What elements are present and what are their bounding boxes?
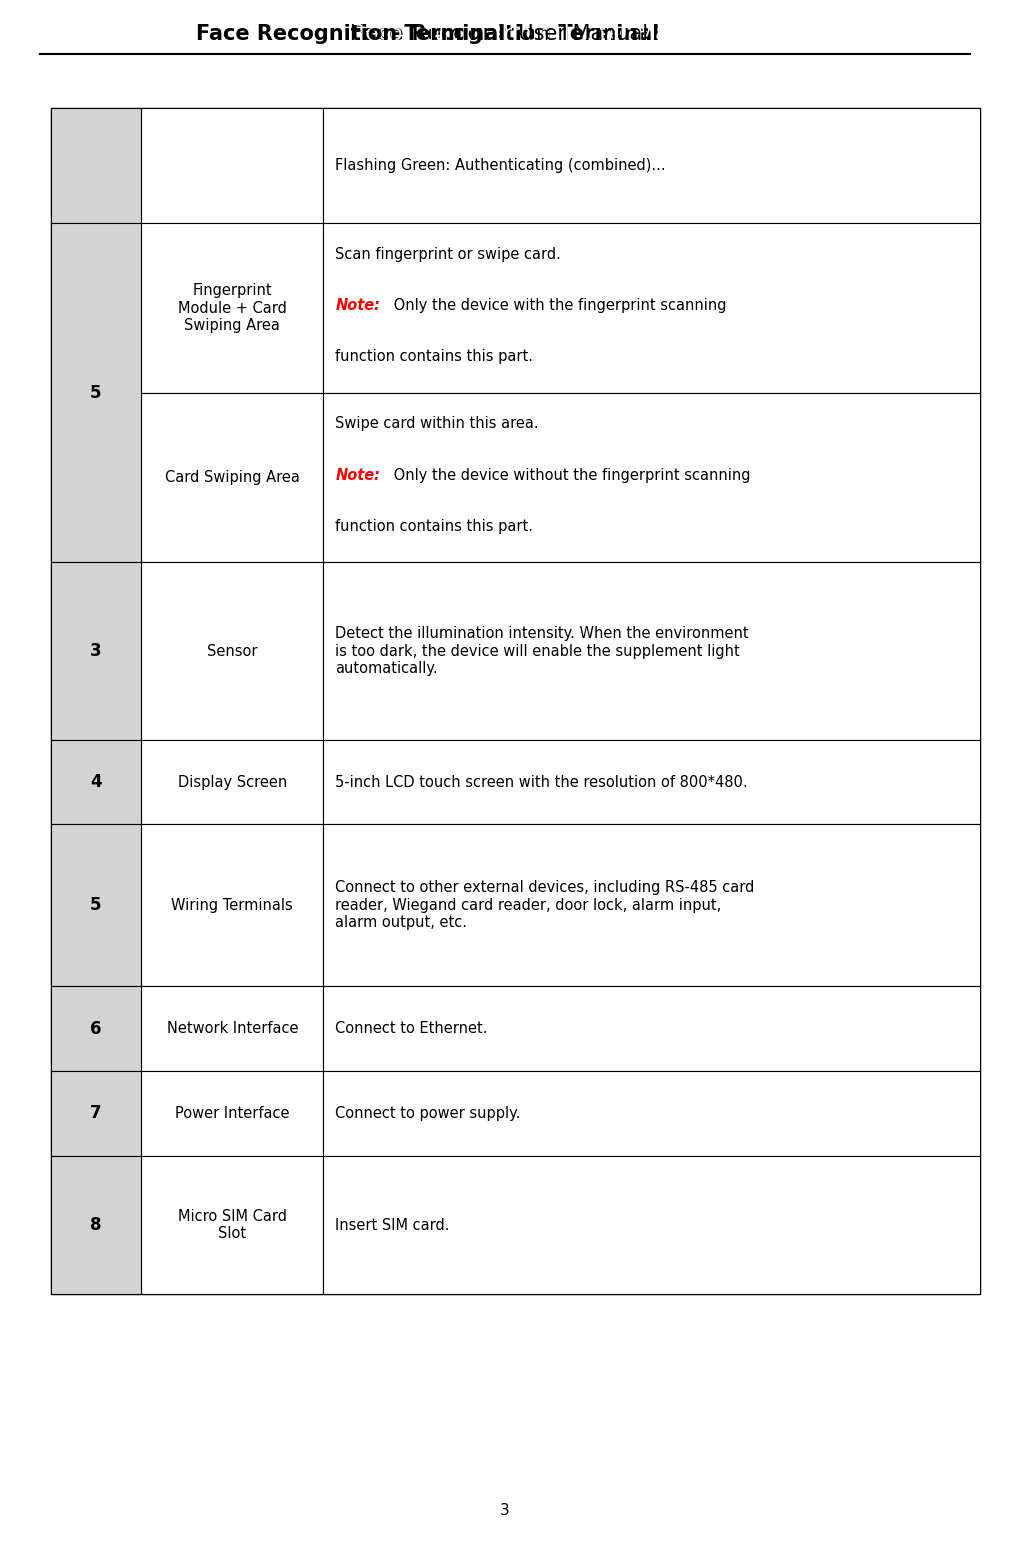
Text: 3: 3 [90, 643, 102, 660]
FancyBboxPatch shape [323, 393, 980, 562]
FancyBboxPatch shape [141, 740, 323, 824]
FancyBboxPatch shape [323, 562, 980, 740]
Text: 6: 6 [90, 1020, 102, 1037]
FancyBboxPatch shape [323, 223, 980, 393]
Text: Only the device with the fingerprint scanning: Only the device with the fingerprint sca… [389, 297, 726, 313]
Text: Micro SIM Card
Slot: Micro SIM Card Slot [178, 1208, 287, 1242]
FancyBboxPatch shape [323, 1071, 980, 1156]
FancyBboxPatch shape [50, 824, 141, 986]
FancyBboxPatch shape [141, 1156, 323, 1294]
FancyBboxPatch shape [141, 393, 323, 562]
Text: Network Interface: Network Interface [167, 1022, 298, 1036]
Text: Power Interface: Power Interface [175, 1106, 290, 1120]
Text: Note:: Note: [335, 467, 381, 482]
FancyBboxPatch shape [141, 1071, 323, 1156]
Text: Face Recognition Terminal: Face Recognition Terminal [350, 25, 660, 43]
FancyBboxPatch shape [141, 108, 323, 223]
Text: Insert SIM card.: Insert SIM card. [335, 1217, 449, 1233]
Text: Note:: Note: [335, 297, 381, 313]
Text: 3: 3 [500, 1502, 510, 1518]
FancyBboxPatch shape [323, 740, 980, 824]
FancyBboxPatch shape [50, 1071, 141, 1156]
Text: Only the device without the fingerprint scanning: Only the device without the fingerprint … [389, 467, 750, 482]
FancyBboxPatch shape [141, 986, 323, 1071]
FancyBboxPatch shape [50, 108, 141, 223]
Text: Connect to Ethernet.: Connect to Ethernet. [335, 1022, 488, 1036]
FancyBboxPatch shape [323, 1156, 980, 1294]
FancyBboxPatch shape [323, 108, 980, 223]
Text: 5-inch LCD touch screen with the resolution of 800*480.: 5-inch LCD touch screen with the resolut… [335, 775, 748, 789]
Text: 4: 4 [90, 774, 102, 791]
FancyBboxPatch shape [50, 1156, 141, 1294]
Text: Connect to other external devices, including RS-485 card
reader, Wiegand card re: Connect to other external devices, inclu… [335, 880, 754, 931]
Text: Scan fingerprint or swipe card.: Scan fingerprint or swipe card. [335, 247, 562, 262]
Text: function contains this part.: function contains this part. [335, 350, 533, 365]
Text: 5: 5 [90, 897, 102, 914]
FancyBboxPatch shape [50, 740, 141, 824]
Text: Card Swiping Area: Card Swiping Area [165, 470, 300, 485]
Text: Face Recognition Terminal: Face Recognition Terminal [196, 25, 505, 43]
Text: Display Screen: Display Screen [178, 775, 287, 789]
Text: Wiring Terminals: Wiring Terminals [172, 898, 293, 912]
FancyBboxPatch shape [50, 108, 980, 1294]
Text: Sensor: Sensor [207, 644, 258, 658]
FancyBboxPatch shape [141, 824, 323, 986]
Text: Detect the illumination intensity. When the environment
is too dark, the device : Detect the illumination intensity. When … [335, 626, 749, 676]
Text: Swipe card within this area.: Swipe card within this area. [335, 416, 539, 431]
Text: 7: 7 [90, 1105, 102, 1122]
Text: Fingerprint
Module + Card
Swiping Area: Fingerprint Module + Card Swiping Area [178, 284, 287, 333]
Text: 8: 8 [90, 1216, 102, 1234]
FancyBboxPatch shape [141, 223, 323, 393]
FancyBboxPatch shape [323, 986, 980, 1071]
Text: Face Recognition Terminal  User Manual: Face Recognition Terminal User Manual [298, 25, 712, 43]
FancyBboxPatch shape [50, 223, 141, 562]
Text: User Manual: User Manual [505, 25, 648, 43]
Text: Connect to power supply.: Connect to power supply. [335, 1106, 521, 1120]
FancyBboxPatch shape [50, 562, 141, 740]
FancyBboxPatch shape [50, 986, 141, 1071]
Text: Flashing Green: Authenticating (combined)...: Flashing Green: Authenticating (combined… [335, 159, 666, 173]
Text: 5: 5 [90, 384, 102, 402]
Text: function contains this part.: function contains this part. [335, 519, 533, 535]
FancyBboxPatch shape [323, 824, 980, 986]
FancyBboxPatch shape [141, 562, 323, 740]
